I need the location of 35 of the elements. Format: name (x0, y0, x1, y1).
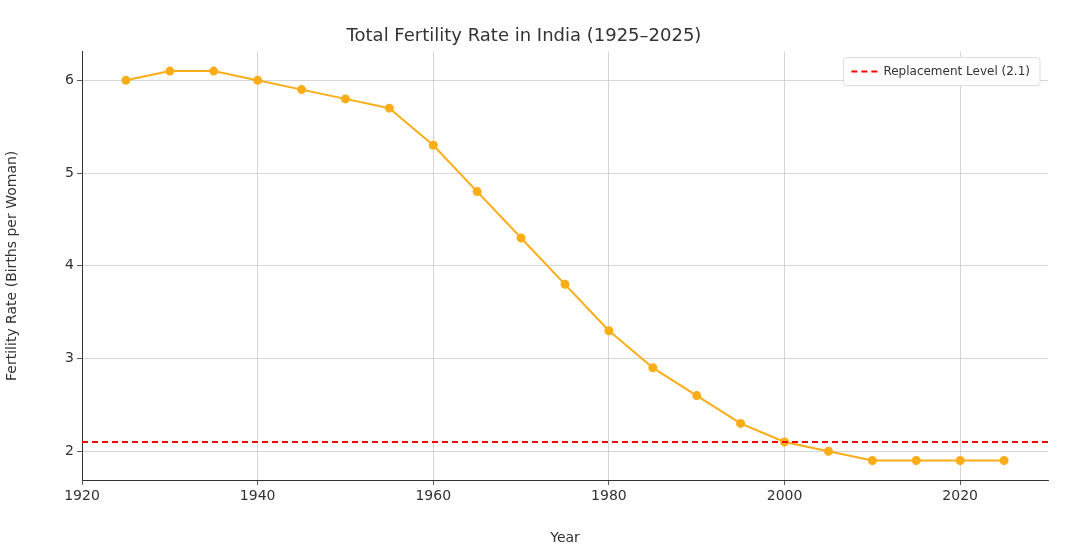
y-tick-label: 4 (65, 256, 75, 273)
chart-title: Total Fertility Rate in India (1925–2025) (345, 24, 702, 46)
x-axis-title: Year (549, 529, 581, 546)
point (648, 363, 658, 373)
x-tick-label: 1960 (415, 487, 452, 504)
point (121, 75, 131, 85)
y-axis-title: Fertility Rate (Births per Woman) (3, 150, 20, 381)
point (297, 85, 307, 95)
legend-label: Replacement Level (2.1) (883, 63, 1031, 78)
y-tick-label: 5 (65, 163, 74, 180)
point (516, 233, 526, 243)
point (384, 103, 394, 113)
x-tick-label: 1940 (239, 487, 276, 504)
point (867, 456, 877, 466)
point (428, 140, 438, 150)
x-tick-label: 2000 (766, 487, 803, 504)
point (209, 66, 219, 76)
point (165, 66, 175, 76)
y-tick-label: 2 (65, 441, 74, 458)
point (823, 446, 833, 456)
y-tick-label: 6 (65, 70, 75, 87)
x-tick-label: 1920 (64, 487, 100, 504)
point (472, 187, 482, 197)
point (955, 456, 965, 466)
y-tick-label: 3 (65, 349, 74, 366)
point (253, 75, 263, 85)
point (999, 456, 1009, 466)
point (604, 326, 614, 336)
point (340, 94, 350, 104)
point (692, 391, 702, 401)
point (736, 418, 746, 428)
x-tick-label: 2020 (942, 487, 978, 504)
point (911, 456, 921, 466)
point (560, 279, 570, 289)
x-tick-label: 1980 (591, 487, 627, 504)
